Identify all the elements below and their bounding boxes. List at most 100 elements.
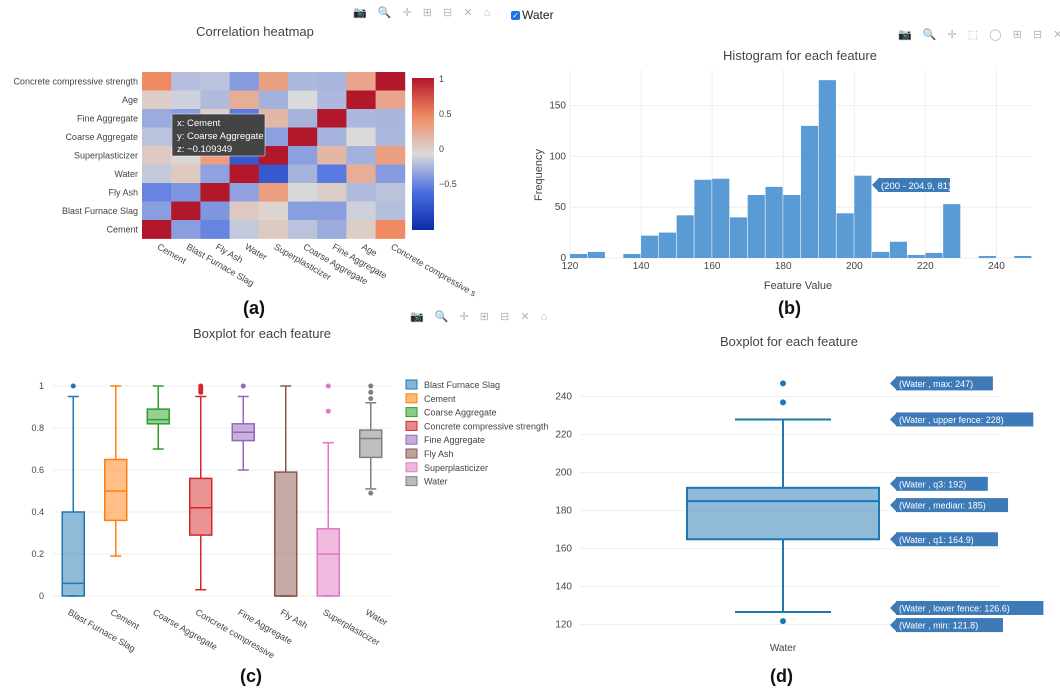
colorbar-tick: 0.5 [439,109,452,119]
heatmap-title: Correlation heatmap [196,24,314,39]
hover-label: (Water , upper fence: 228) [899,415,1004,425]
hover-pointer [890,601,896,614]
boxplot-box [316,528,340,597]
histogram-bar [854,175,872,258]
boxplot-water-y-tick: 220 [555,430,572,441]
heatmap-cell [288,201,318,221]
heatmap-cell [375,183,406,202]
heatmap-cell [229,72,260,91]
histogram-bar [872,251,890,258]
histogram-x-tick: 240 [988,261,1005,272]
heatmap-cell [229,90,260,110]
histogram-x-tick: 140 [633,261,650,272]
boxplot-water-y-tick: 180 [555,506,572,517]
heatmap-cell [346,164,376,184]
heatmap-cell [142,146,172,165]
heatmap-cell [142,183,172,202]
histogram-bar [712,178,730,258]
hover-label: (Water , q1: 164.9) [899,535,974,545]
histogram-x-tick: 160 [704,261,721,272]
heatmap-cell [317,109,347,128]
heatmap-tooltip: x: Cement y: Coarse Aggregate z: −0.1093… [171,113,266,157]
modebar-a[interactable]: 📷 🔍 ✛ ⊞ ⊟ ✕ ⌂ [353,7,495,19]
modebar-c[interactable]: 📷 🔍 ✛ ⊞ ⊟ ✕ ⌂ [410,311,552,323]
boxplot-water-y-tick: 160 [555,544,572,555]
boxplot-outlier [368,490,374,496]
heatmap-cell [346,127,376,147]
boxplot-x-label: Concrete compressive [194,607,277,660]
modebar-b[interactable]: 📷 🔍 ✛ ⬚ ◯ ⊞ ⊟ ✕ ⌂ [898,29,1060,41]
caption-d: (d) [770,666,793,686]
boxplot-box [146,408,170,425]
colorbar [412,78,434,230]
boxplot-water-outlier [780,618,786,625]
heatmap-y-label: Fly Ash [108,187,138,197]
boxplot-y-tick: 0 [39,591,44,601]
histogram-bar [658,232,677,258]
heatmap-cell [200,164,230,184]
legend-swatch [405,393,418,404]
heatmap-cell [288,127,318,147]
heatmap-y-label: Age [122,95,138,105]
heatmap-x-label: Age [360,242,379,259]
heatmap-cell [317,90,347,110]
heatmap-cell [346,201,376,221]
boxplot-water-outlier [780,399,786,406]
caption-c: (c) [240,666,262,686]
histogram-bar [978,255,996,258]
checkbox-checked-icon[interactable]: ✓ [511,10,520,20]
colorbar-tick: 1 [439,74,444,84]
heatmap-y-label: Coarse Aggregate [65,132,138,142]
hover-label-bg [896,618,1003,633]
heatmap-cell [200,183,230,202]
heatmap-cell [171,90,201,110]
legend-swatch [405,434,418,445]
histogram-bar [889,241,908,258]
heatmap-cell [375,146,406,165]
heatmap-cell [375,127,406,147]
histogram-tooltip-text: (200 - 204.9, 81) [881,181,951,192]
heatmap-cell [346,146,376,165]
histogram-y-tick: 150 [549,101,566,112]
heatmap-cell [346,220,376,239]
legend-swatch [405,476,418,487]
heatmap-cell [229,164,260,184]
heatmap-cell [142,220,172,239]
heatmap-cell [288,72,318,91]
heatmap-cell [142,90,172,110]
water-toggle[interactable]: ✓ Water [511,8,554,22]
histogram-bar [587,251,605,258]
legend-label: Fine Aggregate [424,435,485,445]
boxplot-multi-title: Boxplot for each feature [193,326,331,341]
boxplot-multi-chart: Boxplot for each feature 00.20.40.60.81 … [31,326,548,661]
histogram-chart: Histogram for each feature 0 50 100 150 120 1… [533,48,1032,292]
heatmap-x-label: Concrete compressive s [389,242,478,299]
heatmap-cell [288,109,318,128]
heatmap-cell [317,220,347,239]
legend-swatch [405,462,418,473]
boxplot-outlier [240,383,246,389]
heatmap-cell [200,201,230,221]
heatmap-y-label: Cement [106,224,138,234]
histogram-bar [765,186,783,258]
hover-pointer [890,499,896,512]
heatmap-cell [288,183,318,202]
hover-label: (Water , max: 247) [899,379,973,389]
hover-label-bg [896,498,1009,513]
boxplot-x-label: Cement [109,607,142,632]
boxplot-box [359,429,383,459]
heatmap-cell [317,201,347,221]
histogram-y-tick: 0 [560,253,566,264]
heatmap-cell [142,72,172,91]
histogram-tooltip: (200 - 204.9, 81) [872,178,951,192]
boxplot-outlier [368,383,374,389]
hover-label-bg [896,532,998,547]
heatmap-cell [346,90,376,110]
histogram-bar [783,194,801,258]
hover-label: (Water , q3: 192) [899,479,966,489]
histogram-bar [801,125,819,258]
hover-pointer [890,377,896,390]
caption-b: (b) [778,298,801,318]
heatmap-cell [229,183,260,202]
heatmap-cell [258,146,289,165]
